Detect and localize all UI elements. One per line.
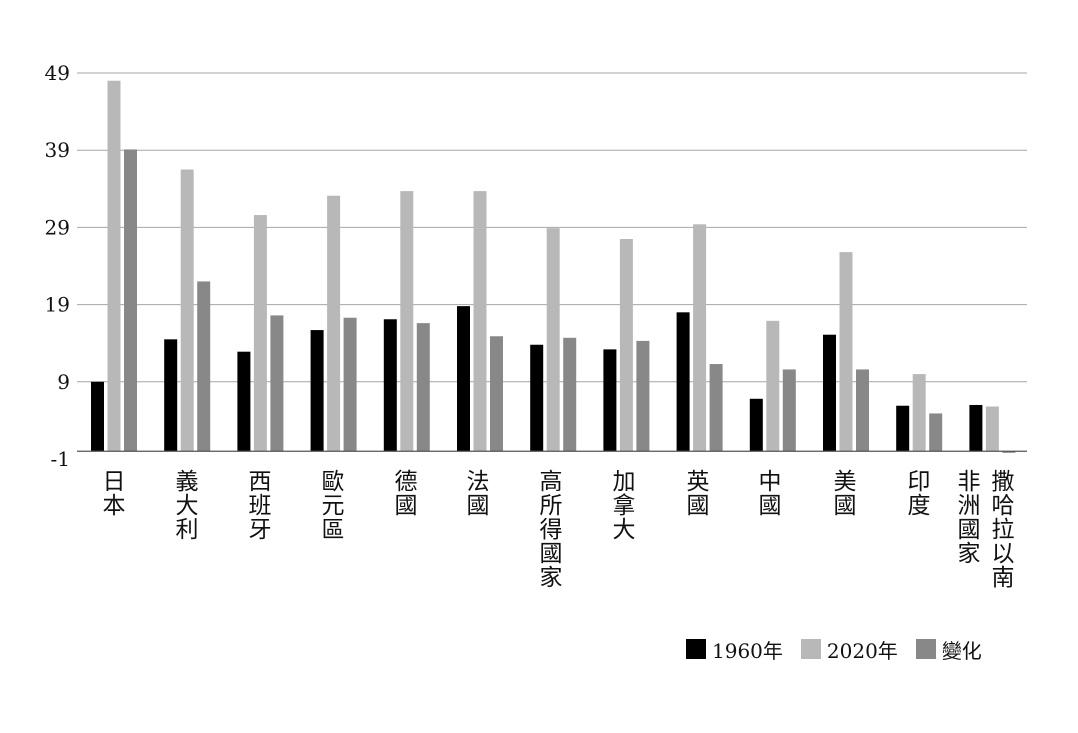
bar — [124, 149, 137, 452]
legend-label-change: 變化 — [941, 638, 982, 663]
y-tick-label: 29 — [45, 215, 70, 239]
bar — [1002, 451, 1016, 453]
legend-swatch-2020 — [800, 639, 821, 659]
bar — [929, 413, 943, 452]
bar — [749, 398, 763, 452]
x-tick-label: 高所得國家 — [540, 469, 563, 591]
bar — [563, 337, 577, 452]
y-tick-label: 49 — [45, 61, 70, 85]
bar — [709, 364, 723, 452]
x-tick-label: 非洲國家 — [958, 469, 981, 567]
x-tick-label: 法國 — [467, 469, 490, 519]
bar — [457, 306, 470, 452]
legend: 1960年 2020年 變化 — [686, 635, 982, 664]
bar — [270, 315, 284, 452]
bar — [107, 80, 121, 452]
bar — [823, 334, 836, 452]
x-tick-label: 西班牙 — [249, 469, 272, 543]
legend-swatch-change — [915, 639, 936, 659]
y-tick-label: 9 — [57, 370, 70, 394]
x-tick-label: 美國 — [834, 469, 857, 519]
bar — [619, 238, 633, 452]
bar — [912, 374, 926, 452]
legend-label-2020: 2020年 — [826, 638, 898, 663]
bar — [180, 169, 194, 452]
bar — [856, 369, 869, 452]
x-tick-label: 印度 — [908, 469, 931, 519]
x-tick-label: 中國 — [759, 469, 782, 519]
bar — [546, 228, 560, 452]
legend-label-1960: 1960年 — [712, 638, 783, 663]
x-tick-label: 日本 — [103, 469, 126, 519]
legend-item-2020: 2020年 — [800, 635, 898, 664]
legend-item-1960: 1960年 — [686, 635, 783, 664]
bar — [969, 404, 983, 452]
bar — [985, 406, 999, 452]
y-tick-label: 19 — [45, 293, 70, 317]
bar — [310, 330, 324, 452]
bar — [676, 312, 690, 452]
x-tick-label: 加拿大 — [613, 469, 636, 543]
bar — [253, 215, 267, 452]
bar — [91, 381, 104, 452]
bar — [693, 224, 707, 452]
bar — [343, 317, 357, 452]
y-tick-label: -1 — [51, 447, 70, 471]
bar — [782, 369, 796, 452]
bar — [197, 281, 211, 452]
bar — [164, 339, 178, 452]
legend-item-change: 變化 — [915, 635, 982, 664]
bar — [400, 191, 414, 452]
bar — [636, 340, 650, 452]
legend-swatch-1960 — [686, 639, 706, 659]
bar — [327, 195, 341, 452]
bar — [490, 336, 503, 452]
bar — [237, 351, 251, 452]
bar — [839, 252, 853, 452]
x-tick-label: 德國 — [395, 469, 418, 519]
bar — [530, 344, 544, 452]
x-tick-label: 撒哈拉以南 — [992, 469, 1015, 591]
bar — [896, 405, 910, 452]
bar — [766, 320, 780, 452]
x-tick-label: 英國 — [687, 469, 710, 519]
y-axis-tick-labels: -1 9 19 29 39 49 — [45, 61, 70, 471]
bar — [416, 323, 430, 452]
bar — [383, 319, 397, 452]
bar — [473, 191, 487, 452]
x-tick-label: 歐元區 — [322, 469, 345, 543]
y-tick-label: 39 — [45, 138, 70, 162]
bar — [603, 349, 617, 452]
bars — [91, 80, 1016, 453]
x-tick-label: 義大利 — [176, 469, 199, 543]
